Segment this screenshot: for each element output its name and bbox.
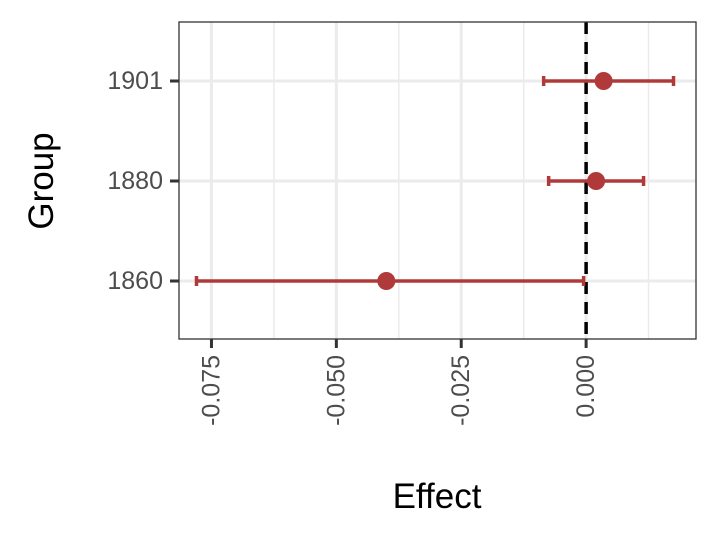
x-tick-label: -0.075 [197,355,225,426]
estimate-1901 [541,72,676,90]
x-axis: -0.075 -0.050 -0.025 0.000 [197,339,600,426]
y-axis-title: Group [22,132,61,229]
y-tick-label: 1880 [107,167,163,195]
data-marks [194,72,676,290]
x-tick-label: -0.050 [322,355,350,426]
estimate-1880 [546,172,646,190]
point-estimate [377,272,396,290]
y-tick-label: 1860 [107,267,163,295]
y-tick-label: 1901 [107,67,163,95]
x-tick-label: 0.000 [572,355,600,418]
y-axis: 1860 1880 1901 [107,67,179,295]
x-axis-title: Effect [393,477,482,516]
x-tick-label: -0.025 [447,355,475,426]
estimate-1860 [194,272,586,290]
point-estimate [594,72,613,90]
point-estimate [587,172,606,190]
